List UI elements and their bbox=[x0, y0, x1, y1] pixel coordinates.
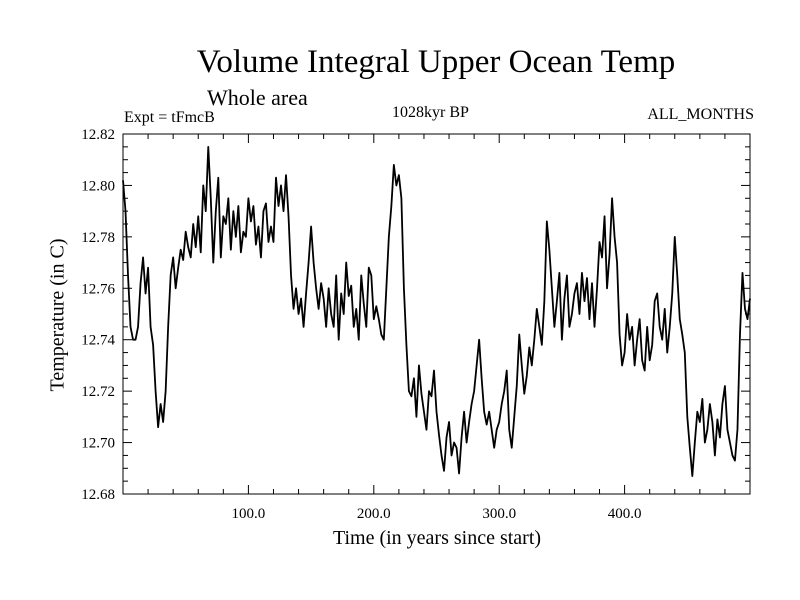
chart-subtitle: Whole area bbox=[207, 85, 308, 110]
y-tick-label: 12.74 bbox=[81, 333, 115, 349]
y-tick-label: 12.70 bbox=[81, 436, 115, 452]
temperature-series-line bbox=[122, 145, 751, 477]
y-tick-label: 12.72 bbox=[81, 384, 115, 400]
y-tick-label: 12.82 bbox=[81, 127, 115, 143]
x-tick-label: 400.0 bbox=[608, 506, 642, 522]
y-tick-label: 12.78 bbox=[81, 230, 115, 246]
x-ticks: 100.0 200.0 300.0 400.0 bbox=[147, 134, 726, 522]
x-tick-label: 100.0 bbox=[232, 506, 266, 522]
y-ticks: 12.68 12.70 12.72 12.74 12.76 12.78 12.80 12.82 bbox=[81, 127, 750, 503]
y-tick-label: 12.80 bbox=[81, 178, 115, 194]
chart-title: Volume Integral Upper Ocean Temp bbox=[196, 44, 676, 80]
x-tick-label: 300.0 bbox=[482, 506, 516, 522]
experiment-label: Expt = tFmcB bbox=[124, 109, 215, 126]
y-tick-label: 12.76 bbox=[81, 281, 115, 297]
x-axis-label: Time (in years since start) bbox=[332, 527, 542, 549]
months-label: ALL_MONTHS bbox=[647, 106, 754, 123]
y-tick-label: 12.68 bbox=[81, 487, 115, 503]
period-label: 1028kyr BP bbox=[392, 104, 469, 121]
x-tick-label: 200.0 bbox=[357, 506, 391, 522]
